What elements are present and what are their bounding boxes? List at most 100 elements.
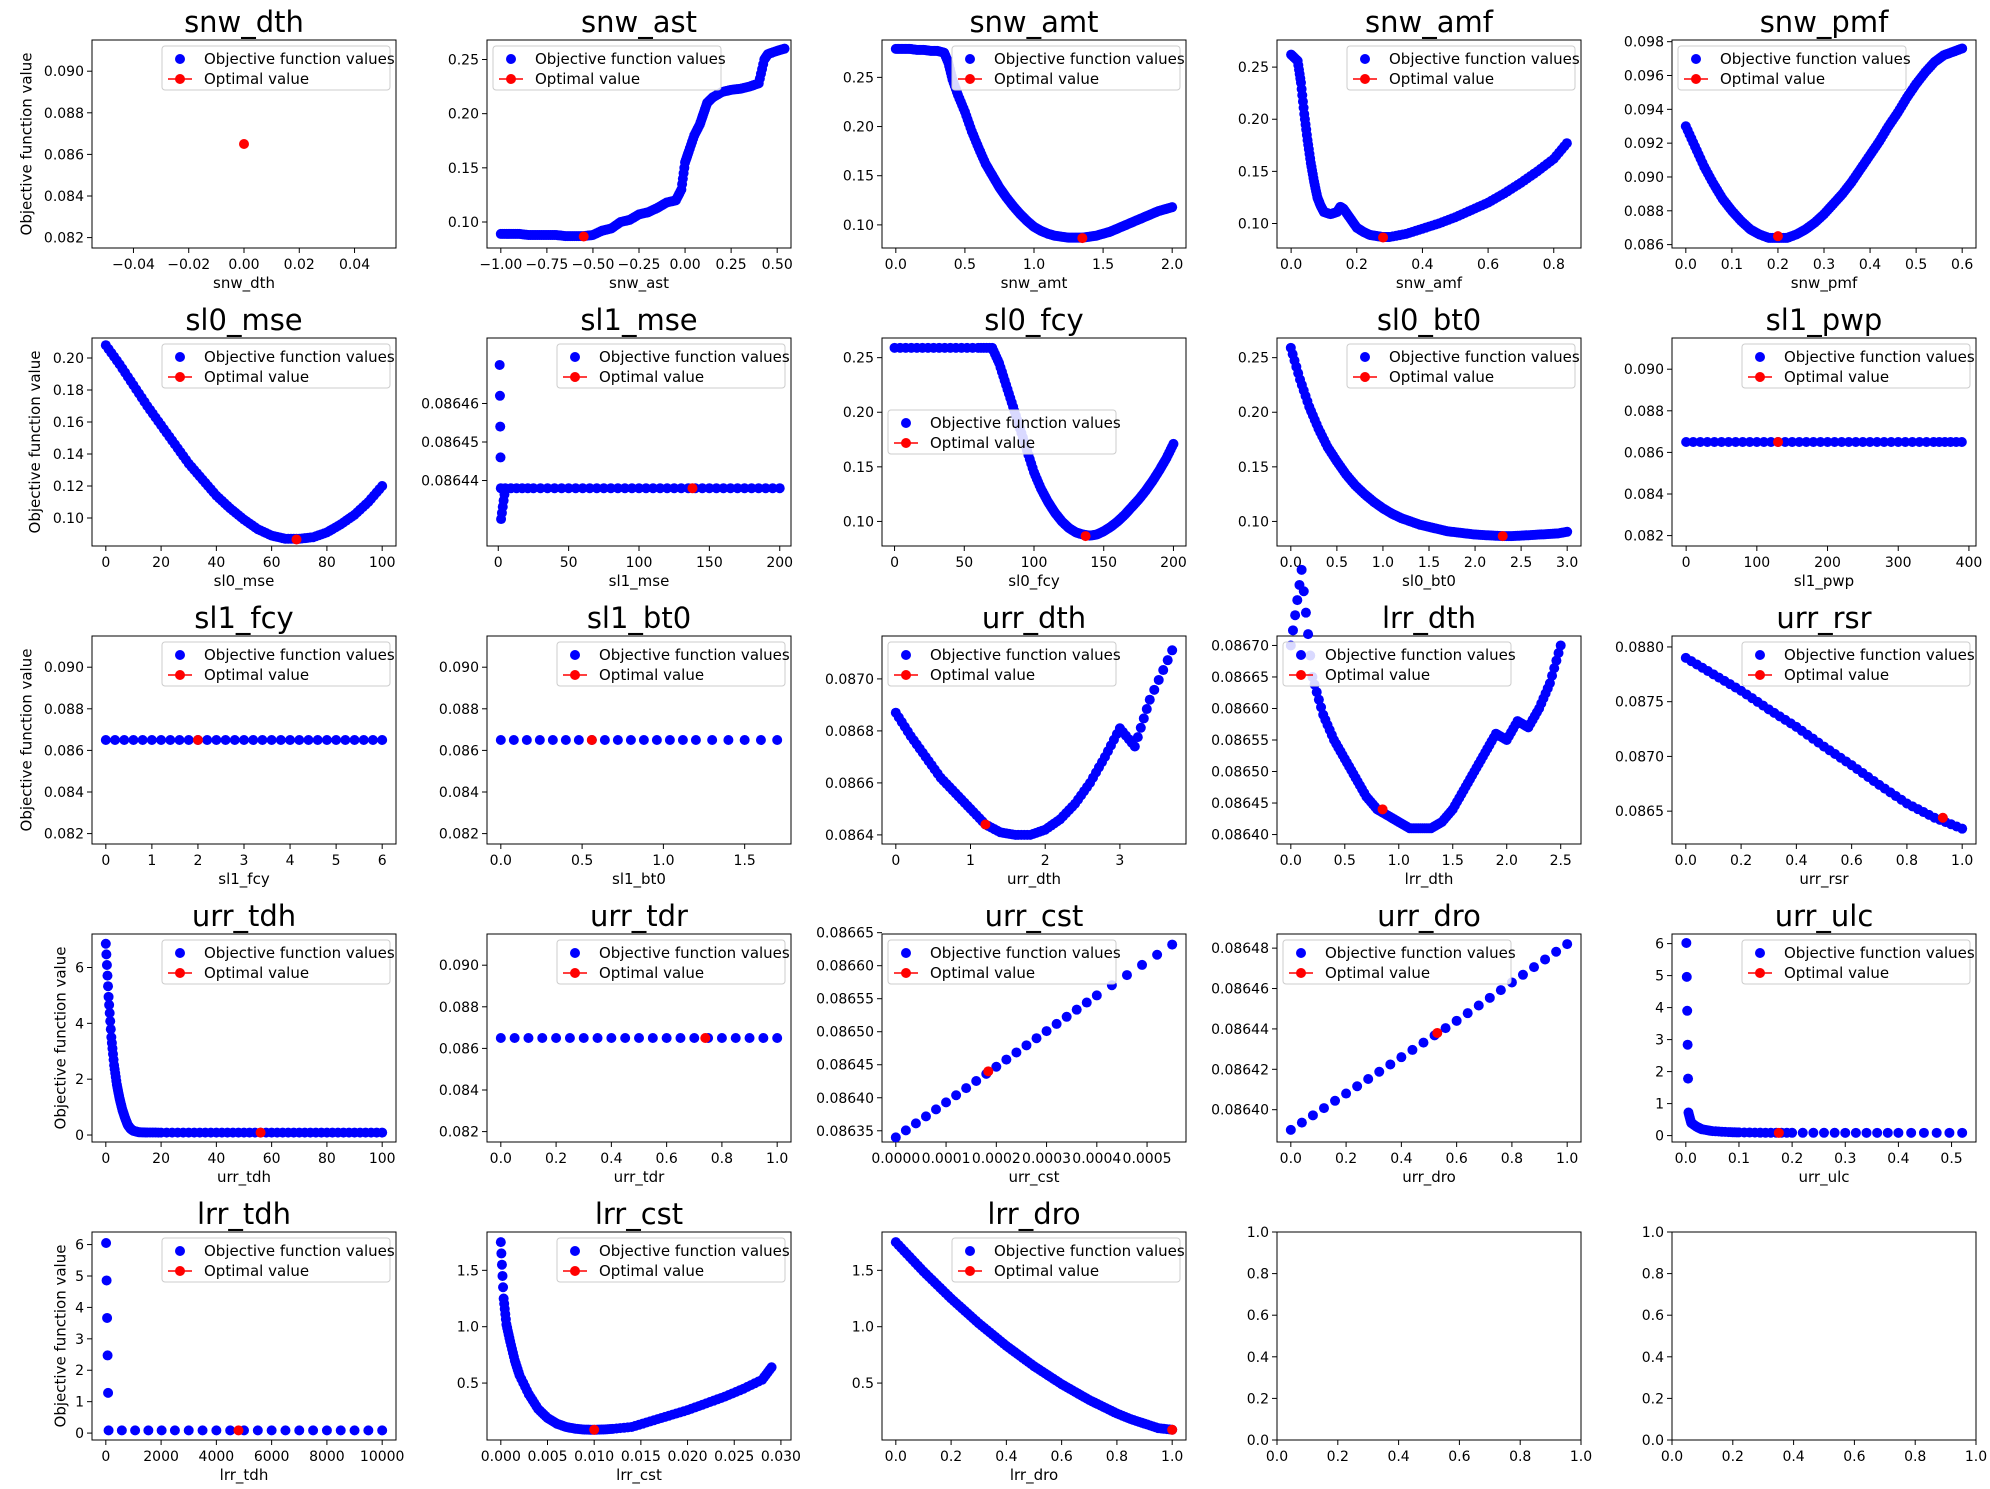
- data-point: [573, 735, 584, 745]
- data-point: [1396, 1052, 1407, 1063]
- y-tick-label: 0.08665: [1211, 670, 1269, 686]
- data-point: [1341, 1088, 1352, 1099]
- data-point: [100, 735, 111, 745]
- data-point: [377, 481, 388, 491]
- subplot-title: sl0_fcy: [984, 303, 1083, 337]
- y-tick-label: 0.088: [44, 106, 84, 122]
- data-point: [1547, 670, 1558, 681]
- subplot-title: sl0_bt0: [1377, 303, 1481, 337]
- legend-label-objective: Objective function values: [930, 414, 1121, 432]
- data-point: [1872, 1127, 1883, 1138]
- data-point: [169, 1425, 180, 1436]
- subplot-sl0_bt0: 0.0 0.5 1.0 1.5 2.0 2.5 3.0 0.10 0.15 0.20 0.25 sl0…: [1238, 303, 1582, 591]
- x-tick-label: 0.2: [1781, 1151, 1803, 1167]
- data-point: [1882, 1127, 1893, 1138]
- subplot-urr_dth: 0 1 2 3 0.0864 0.0866 0.0868 0.0870 urr_dth urr_d…: [825, 601, 1187, 889]
- data-point: [560, 735, 571, 745]
- data-point: [598, 483, 609, 494]
- legend: Objective function values Optimal value: [161, 343, 395, 389]
- subplot-title: snw_ast: [581, 5, 697, 39]
- y-tick-label: 0.25: [843, 351, 874, 367]
- optimal-point: [700, 1033, 711, 1043]
- y-tick-label: 0.084: [1624, 487, 1664, 503]
- data-point: [1555, 640, 1566, 651]
- subplot-title: sl1_fcy: [194, 601, 293, 635]
- legend: Objective function values Optimal value: [1741, 343, 1975, 389]
- y-tick-label: 0.5: [852, 1376, 874, 1392]
- x-tick-label: 0.0001: [922, 1151, 971, 1167]
- y-tick-label: 1: [75, 1395, 84, 1411]
- data-point: [1529, 962, 1540, 973]
- legend-label-optimal: Optimal value: [204, 666, 309, 684]
- data-point: [1298, 586, 1309, 597]
- x-tick-label: 0: [101, 1151, 110, 1167]
- data-point: [495, 735, 506, 745]
- x-tick-label: 0.00: [669, 257, 700, 273]
- data-point: [496, 1259, 507, 1270]
- plot-frame: [1671, 337, 1977, 547]
- x-tick-label: −0.75: [525, 257, 568, 273]
- x-tick-label: 1.0: [1965, 1449, 1987, 1465]
- legend-marker-objective: [506, 54, 516, 64]
- data-point: [1907, 437, 1918, 447]
- y-tick-label: 0.12: [53, 479, 84, 495]
- x-axis-label: sl0_fcy: [1008, 572, 1060, 591]
- data-point: [321, 735, 332, 745]
- x-tick-label: 0.5: [571, 853, 593, 869]
- optimal-point: [1077, 233, 1088, 244]
- legend-label-objective: Objective function values: [1720, 50, 1911, 68]
- x-axis-label: sl1_bt0: [612, 870, 666, 889]
- x-tick-label: 150: [696, 555, 723, 571]
- data-point: [1138, 713, 1149, 724]
- optimal-point: [586, 735, 597, 745]
- x-axis-label: lrr_cst: [616, 1466, 662, 1485]
- y-axis-label: Objective function value: [26, 351, 44, 534]
- y-tick-label: 0.08645: [1211, 796, 1269, 812]
- y-tick-label: 0.15: [843, 169, 874, 185]
- x-tick-label: 0.2: [545, 1151, 567, 1167]
- data-point: [1313, 694, 1324, 705]
- plot-frame: [1276, 1231, 1582, 1441]
- subplot-sl1_bt0: 0.0 0.5 1.0 1.5 0.082 0.084 0.086 0.088 0.090 sl1…: [439, 601, 792, 889]
- x-tick-label: 0.6: [1448, 1449, 1470, 1465]
- y-tick-label: 0.8: [1642, 1267, 1664, 1283]
- plot-frame: [1671, 1231, 1977, 1441]
- legend: Objective function values Optimal value: [1346, 343, 1580, 389]
- data-point: [229, 735, 240, 745]
- optimal-point: [192, 735, 203, 745]
- data-point: [1702, 437, 1713, 447]
- legend-label-optimal: Optimal value: [535, 70, 640, 88]
- data-point: [577, 483, 588, 494]
- data-point: [1318, 1103, 1329, 1114]
- legend: Objective function values Optimal value: [951, 1237, 1185, 1283]
- subplot-snw_dth: −0.04 −0.02 0.00 0.02 0.04 0.082 0.084 0.086 0.0…: [18, 5, 397, 293]
- subplot-urr_rsr: 0.0 0.2 0.4 0.6 0.8 1.0 0.0865 0.0870 0.0875 0.08…: [1615, 601, 1977, 889]
- data-point: [1709, 437, 1720, 447]
- data-point: [1765, 437, 1776, 447]
- x-tick-label: 1.5: [734, 853, 756, 869]
- y-tick-label: 0.20: [843, 120, 874, 136]
- legend: Objective function values Optimal value: [1741, 641, 1975, 687]
- data-point: [358, 735, 369, 745]
- subplot-title: urr_ulc: [1775, 899, 1874, 933]
- x-tick-label: 0.6: [1951, 257, 1973, 273]
- data-point: [760, 483, 771, 494]
- x-axis-label: urr_tdr: [614, 1168, 665, 1187]
- y-tick-label: 2: [75, 1363, 84, 1379]
- data-point: [570, 483, 581, 494]
- y-tick-label: 0.2: [1247, 1391, 1269, 1407]
- data-point: [1121, 970, 1132, 981]
- data-point: [1730, 437, 1741, 447]
- legend-label-optimal: Optimal value: [1784, 368, 1889, 386]
- y-tick-label: 0.08648: [1211, 941, 1269, 957]
- x-tick-label: 3: [240, 853, 249, 869]
- legend-marker-objective: [1296, 948, 1306, 958]
- data-point: [537, 1033, 548, 1043]
- data-point: [1829, 1127, 1840, 1138]
- y-tick-label: 0.08655: [816, 992, 874, 1008]
- data-point: [1153, 674, 1164, 685]
- data-point: [496, 1248, 507, 1259]
- y-tick-label: 0.10: [53, 511, 84, 527]
- legend-label-objective: Objective function values: [994, 50, 1185, 68]
- y-tick-label: 0.0865: [1615, 804, 1664, 820]
